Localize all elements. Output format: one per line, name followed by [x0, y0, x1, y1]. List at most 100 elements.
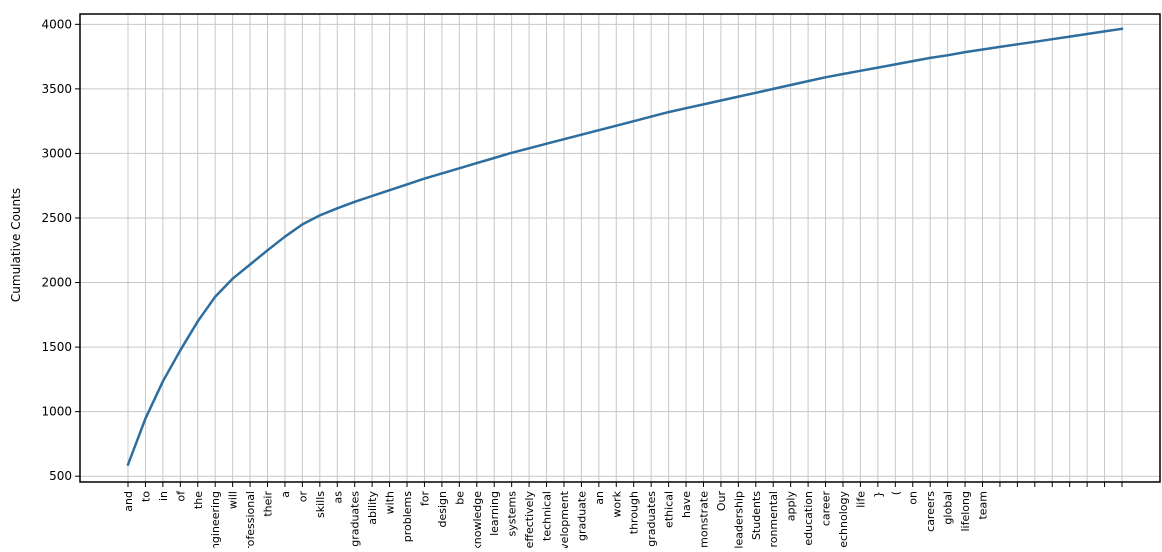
data-point: [806, 79, 810, 83]
data-point: [772, 87, 775, 91]
x-tick-label: an: [593, 491, 606, 505]
x-tick-label: on: [907, 491, 920, 505]
data-point: [719, 99, 723, 102]
data-point: [684, 107, 688, 110]
data-point: [301, 223, 304, 226]
x-tick-label: apply: [785, 491, 798, 522]
data-point: [161, 380, 165, 383]
data-point: [266, 249, 269, 252]
data-point: [493, 156, 496, 160]
data-point: [946, 54, 949, 57]
x-tick-label: graduates: [349, 491, 362, 547]
x-tick-label: life: [854, 491, 867, 508]
x-tick-label: education: [802, 491, 815, 546]
x-tick-label: development: [558, 490, 571, 548]
data-point: [231, 277, 234, 280]
data-point: [370, 194, 374, 198]
y-tick-label: 1500: [41, 340, 72, 354]
data-point: [597, 128, 601, 132]
data-point: [928, 56, 932, 60]
x-tick-label: Our: [715, 491, 728, 512]
x-tick-label: global: [942, 491, 955, 525]
x-tick-label: as: [331, 491, 344, 504]
data-point: [405, 183, 409, 186]
x-tick-label: demonstrate: [697, 491, 710, 548]
axes-layer: [75, 13, 1161, 487]
data-point: [475, 161, 478, 165]
data-point: [1016, 43, 1019, 46]
x-tick-label: their: [262, 491, 275, 517]
data-point: [876, 66, 880, 69]
x-tick-label: have: [680, 491, 693, 518]
data-point: [545, 142, 548, 145]
x-tick-label: technical: [541, 491, 554, 541]
x-tick-label: problems: [401, 491, 414, 543]
data-point: [283, 235, 287, 238]
data-point: [894, 63, 897, 66]
data-point: [702, 103, 705, 106]
data-point: [458, 167, 461, 170]
x-tick-label: to: [139, 491, 152, 502]
data-point: [248, 263, 252, 266]
y-tick-label: 3000: [41, 146, 72, 160]
x-tick-label: (: [889, 491, 902, 495]
x-tick-label: learning: [488, 491, 501, 536]
x-tick-label: in: [157, 491, 170, 501]
x-tick-label: systems: [506, 491, 519, 537]
x-tick-label: will: [227, 491, 240, 509]
data-point: [1033, 40, 1037, 43]
data-point: [981, 48, 984, 51]
x-tick-label: of: [174, 490, 187, 502]
data-point: [388, 189, 391, 192]
data-point: [789, 83, 792, 87]
data-point: [841, 72, 845, 76]
data-point: [737, 95, 740, 98]
data-point: [318, 214, 322, 217]
data-point: [1103, 30, 1106, 33]
x-tick-label: leadership: [732, 491, 745, 548]
x-tick-label: ethical: [663, 491, 676, 528]
plot-frame: [79, 13, 1161, 483]
x-tick-labels: and to in of the engineering will professional t…: [122, 490, 989, 552]
cumulative-counts-line: [126, 27, 1124, 466]
x-tick-label: a: [279, 491, 292, 498]
x-tick-label: Students: [750, 491, 763, 540]
data-point: [667, 110, 670, 114]
x-tick-label: through: [628, 491, 641, 534]
data-point: [144, 417, 147, 420]
x-tick-label: careers: [924, 491, 937, 532]
x-tick-label: engineering: [209, 491, 222, 548]
x-tick-label: for: [418, 491, 431, 507]
data-point: [126, 463, 130, 466]
x-tick-label: or: [296, 491, 309, 503]
x-tick-label: environmental: [767, 491, 780, 548]
data-point: [527, 147, 531, 150]
y-tick-label: 2000: [41, 276, 72, 290]
y-axis-label: Cumulative Counts: [9, 188, 23, 302]
x-tick-label: design: [436, 491, 449, 528]
data-point: [632, 119, 635, 123]
y-tick-label: 2500: [41, 211, 72, 225]
x-tick-label: career: [820, 491, 833, 527]
data-point: [179, 349, 182, 352]
data-point: [1120, 27, 1124, 31]
data-point: [196, 320, 199, 323]
data-point: [1085, 32, 1089, 36]
x-tick-label: effectively: [523, 491, 536, 548]
data-point: [615, 124, 618, 127]
x-tick-label: graduate: [575, 491, 588, 541]
data-point: [353, 200, 356, 204]
data-point: [649, 115, 653, 118]
data-point: [859, 69, 862, 73]
x-tick-label: professional: [244, 491, 257, 548]
data-point: [213, 295, 217, 298]
grid-layer: [80, 14, 1160, 482]
data-point: [754, 91, 757, 94]
data-point: [998, 45, 1002, 49]
x-tick-label: be: [453, 491, 466, 505]
y-tick-label: 3500: [41, 82, 72, 96]
data-point: [963, 50, 967, 54]
x-tick-label: }: [872, 491, 885, 498]
y-tick-label: 500: [49, 469, 72, 483]
